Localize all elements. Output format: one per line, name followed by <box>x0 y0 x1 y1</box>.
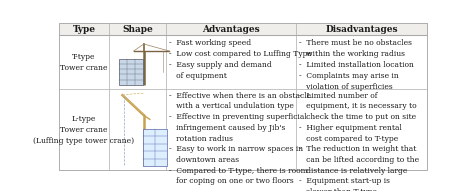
Bar <box>166 35 296 89</box>
Bar <box>296 23 427 35</box>
Text: Advantages: Advantages <box>202 25 260 34</box>
Bar <box>59 23 109 35</box>
Text: -  There must be no obstacles
   within the working radius
-  Limited installati: - There must be no obstacles within the … <box>299 39 414 91</box>
Bar <box>109 35 166 89</box>
Text: -  Effective when there is an obstacle
   with a vertical undulation type
-  Eff: - Effective when there is an obstacle wi… <box>169 92 311 185</box>
Bar <box>296 35 427 89</box>
Bar <box>109 89 166 170</box>
Bar <box>109 23 166 35</box>
Text: -  Fast working speed
-  Low cost compared to Luffing Type
-  Easy supply and de: - Fast working speed - Low cost compared… <box>169 39 312 80</box>
Bar <box>166 23 296 35</box>
Text: Type: Type <box>73 25 96 34</box>
Bar <box>119 59 143 85</box>
Text: T-type
Tower crane: T-type Tower crane <box>60 53 108 72</box>
Text: L-type
Tower crane
(Luffing type tower crane): L-type Tower crane (Luffing type tower c… <box>34 115 135 145</box>
Bar <box>166 89 296 170</box>
Bar <box>296 89 427 170</box>
Bar <box>143 129 167 166</box>
Text: Disadvantages: Disadvantages <box>325 25 398 34</box>
Bar <box>59 35 109 89</box>
Text: Shape: Shape <box>122 25 153 34</box>
Text: -  Limited number of
   equipment, it is necessary to
   check the time to put o: - Limited number of equipment, it is nec… <box>299 92 419 191</box>
Bar <box>59 89 109 170</box>
